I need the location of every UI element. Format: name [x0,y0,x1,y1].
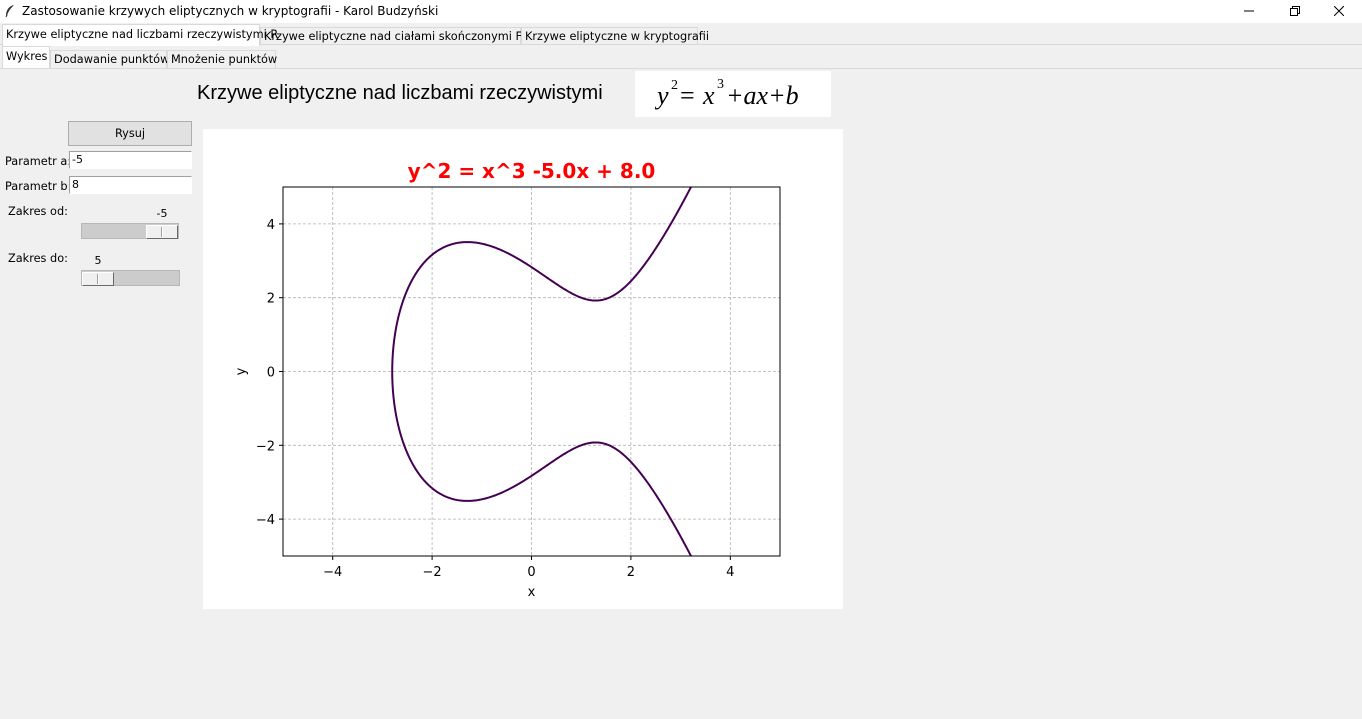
tab-real-numbers[interactable]: Krzywe eliptyczne nad liczbami rzeczywis… [2,24,278,46]
minimize-icon [1244,10,1254,12]
param-a-label: Parametr a: [5,155,72,168]
feather-icon [5,5,14,18]
sub-tab-bar: Wykres Dodawanie punktów Mnożenie punktó… [0,45,1362,69]
y-tick-label: −2 [256,439,275,454]
tab-mnozenie-punktow[interactable]: Mnożenie punktów [167,50,278,68]
formula-x: x [702,81,715,110]
x-tick-label: 0 [527,565,535,580]
title-bar: Zastosowanie krzywych eliptycznych w kry… [0,0,1362,23]
minimize-button[interactable] [1226,0,1272,23]
curve-line [391,187,693,556]
param-b-label: Parametr b: [5,180,72,193]
sub-tab-bar-divider [0,68,1362,69]
x-tick-label: 2 [627,565,635,580]
tab-dodawanie-punktow[interactable]: Dodawanie punktów [50,50,170,68]
formula-svg: y 2 = x 3 +ax+b [654,77,799,110]
range-from-slider[interactable] [81,223,179,239]
tab-label: Krzywe eliptyczne nad liczbami rzeczywis… [6,28,279,41]
x-axis-label: x [528,585,536,600]
formula-image: y 2 = x 3 +ax+b [635,71,831,117]
chart-title: y^2 = x^3 -5.0x + 8.0 [408,159,656,183]
tab-label: Krzywe eliptyczne w kryptografii [525,30,710,43]
range-from-value: -5 [156,207,168,220]
restore-icon [1290,6,1300,16]
tab-label: Dodawanie punktów [54,53,170,66]
formula-y: y [654,81,669,110]
y-tick-label: 0 [267,366,275,381]
plot-canvas: −4 −2 0 2 4 −4 −2 0 2 4 x y y^2 = x^3 -5.0x + 8.0 [203,129,843,609]
range-to-slider[interactable] [81,270,180,286]
tab-cryptography[interactable]: Krzywe eliptyczne w kryptografii [521,27,709,45]
restore-button[interactable] [1272,0,1318,23]
tab-finite-fields[interactable]: Krzywe eliptyczne nad ciałami skończonym… [260,27,538,45]
y-tick-label: −4 [256,513,275,528]
formula-eq: = [680,81,695,110]
page-title: Krzywe eliptyczne nad liczbami rzeczywis… [197,82,603,104]
x-tick-label: −4 [323,565,342,580]
close-icon [1334,6,1344,16]
y-tick-label: 2 [267,292,275,307]
formula-rest: +ax+b [726,81,799,110]
x-tick-label: 4 [726,565,734,580]
tab-label: Mnożenie punktów [171,53,278,66]
y-tick-label: 4 [267,218,275,233]
window-title: Zastosowanie krzywych eliptycznych w kry… [22,4,439,18]
tab-label: Wykres [6,50,48,63]
range-to-label: Zakres do: [8,252,68,265]
close-button[interactable] [1316,0,1362,23]
param-b-input[interactable]: 8 [69,176,192,194]
slider-handle[interactable] [146,225,178,239]
x-tick-label: −2 [423,565,442,580]
elliptic-curve-chart: −4 −2 0 2 4 −4 −2 0 2 4 x y y^2 = x^3 -5.0x + 8.0 [234,159,781,600]
tab-bar-divider [0,44,1362,45]
param-a-input[interactable]: -5 [69,151,192,169]
range-from-label: Zakres od: [8,205,68,218]
range-to-value: 5 [94,254,102,267]
formula-exp2: 2 [671,78,678,93]
main-tab-bar: Krzywe eliptyczne nad liczbami rzeczywis… [0,23,1362,46]
y-axis-label: y [234,367,249,375]
tab-label: Krzywe eliptyczne nad ciałami skończonym… [264,30,538,43]
slider-handle[interactable] [82,272,114,286]
draw-button[interactable]: Rysuj [68,121,192,146]
formula-exp3: 3 [717,77,724,92]
tab-wykres[interactable]: Wykres [2,46,50,68]
